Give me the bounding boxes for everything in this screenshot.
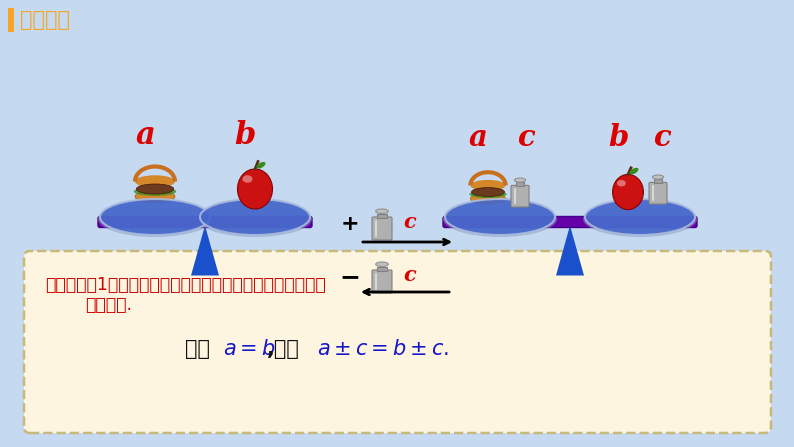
Ellipse shape bbox=[200, 199, 310, 235]
Text: b: b bbox=[608, 122, 628, 152]
Polygon shape bbox=[191, 225, 219, 275]
Ellipse shape bbox=[376, 209, 388, 214]
Text: 果仍相等.: 果仍相等. bbox=[85, 296, 132, 314]
FancyBboxPatch shape bbox=[443, 216, 697, 228]
Ellipse shape bbox=[630, 168, 638, 174]
Ellipse shape bbox=[98, 201, 212, 237]
Ellipse shape bbox=[135, 175, 175, 188]
Ellipse shape bbox=[469, 190, 507, 198]
FancyBboxPatch shape bbox=[372, 217, 392, 240]
Text: a: a bbox=[468, 122, 488, 152]
Ellipse shape bbox=[135, 190, 175, 203]
Bar bbox=[377, 266, 387, 271]
Text: +: + bbox=[341, 214, 360, 234]
FancyBboxPatch shape bbox=[649, 182, 667, 204]
Bar bbox=[377, 214, 387, 218]
Ellipse shape bbox=[470, 193, 506, 204]
Ellipse shape bbox=[443, 201, 557, 237]
Ellipse shape bbox=[470, 180, 506, 191]
Text: c: c bbox=[517, 122, 535, 152]
Text: −: − bbox=[340, 265, 360, 289]
Text: $a \pm c = b \pm c.$: $a \pm c = b \pm c.$ bbox=[317, 339, 449, 359]
Text: c: c bbox=[403, 212, 416, 232]
FancyBboxPatch shape bbox=[511, 186, 529, 207]
FancyBboxPatch shape bbox=[24, 251, 771, 433]
Text: 如果: 如果 bbox=[185, 339, 210, 359]
Text: 等式的性质1：等式两边加（或减）同一个数（或式子），结: 等式的性质1：等式两边加（或减）同一个数（或式子），结 bbox=[45, 276, 326, 294]
Ellipse shape bbox=[137, 184, 174, 194]
Ellipse shape bbox=[653, 175, 664, 179]
Bar bbox=[515, 182, 524, 186]
Ellipse shape bbox=[198, 201, 312, 237]
Ellipse shape bbox=[585, 199, 695, 235]
Ellipse shape bbox=[617, 180, 626, 186]
Ellipse shape bbox=[613, 174, 643, 210]
FancyBboxPatch shape bbox=[98, 216, 312, 228]
Ellipse shape bbox=[237, 169, 272, 209]
Text: c: c bbox=[403, 265, 416, 285]
Ellipse shape bbox=[583, 201, 697, 237]
Ellipse shape bbox=[472, 188, 504, 196]
Ellipse shape bbox=[100, 199, 210, 235]
Ellipse shape bbox=[242, 175, 252, 183]
Ellipse shape bbox=[133, 187, 176, 196]
Bar bbox=[8, 8, 14, 32]
Text: b: b bbox=[234, 119, 256, 151]
Text: ,那么: ,那么 bbox=[267, 339, 300, 359]
Text: c: c bbox=[653, 122, 671, 152]
Text: 新课讲解: 新课讲解 bbox=[20, 10, 70, 30]
Ellipse shape bbox=[376, 262, 388, 266]
Ellipse shape bbox=[445, 199, 555, 235]
Bar bbox=[653, 179, 662, 183]
Polygon shape bbox=[556, 225, 584, 275]
FancyBboxPatch shape bbox=[372, 270, 392, 293]
Text: a: a bbox=[135, 119, 155, 151]
Text: $a = b$: $a = b$ bbox=[223, 339, 276, 359]
Ellipse shape bbox=[515, 178, 526, 182]
Ellipse shape bbox=[256, 162, 265, 169]
